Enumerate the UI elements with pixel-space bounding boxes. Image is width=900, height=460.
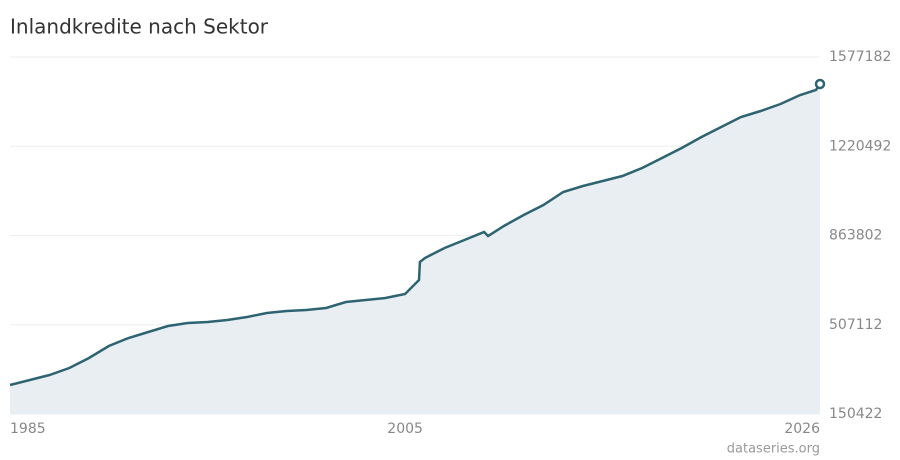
y-tick-label: 863802: [829, 228, 882, 244]
y-tick-label: 1220492: [829, 138, 891, 154]
y-tick-label: 150422: [829, 406, 882, 422]
source: dataseries.org: [727, 442, 820, 457]
x-tick-label: 1985: [10, 421, 46, 437]
x-tick-label: 2026: [784, 421, 820, 437]
y-tick-label: 1577182: [829, 49, 891, 65]
y-tick-label: 507112: [829, 317, 882, 333]
area: [10, 84, 820, 414]
chart-title: Inlandkredite nach Sektor: [10, 15, 269, 39]
line: [9, 83, 822, 387]
last-point: [814, 78, 826, 90]
x-tick-label: 2005: [387, 421, 423, 437]
